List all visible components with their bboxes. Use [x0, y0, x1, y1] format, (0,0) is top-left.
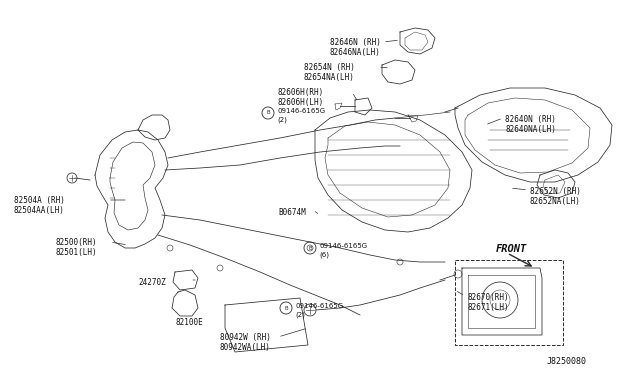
Text: 82652NA(LH): 82652NA(LH): [530, 197, 581, 206]
Text: B: B: [266, 110, 270, 115]
Text: B0674M: B0674M: [278, 208, 306, 217]
Text: 82646N (RH): 82646N (RH): [330, 38, 381, 47]
Text: 82654N (RH): 82654N (RH): [304, 63, 355, 72]
Text: 80942WA(LH): 80942WA(LH): [220, 343, 271, 352]
Text: (6): (6): [319, 252, 329, 258]
Text: 82504A (RH): 82504A (RH): [14, 196, 65, 205]
Text: 82654NA(LH): 82654NA(LH): [304, 73, 355, 82]
Text: 82504AA(LH): 82504AA(LH): [14, 206, 65, 215]
Text: 82640NA(LH): 82640NA(LH): [505, 125, 556, 134]
Text: FRONT: FRONT: [496, 244, 527, 254]
Bar: [455, 260, 563, 345]
Text: (2): (2): [277, 117, 287, 123]
Text: 09146-6165G: 09146-6165G: [295, 303, 343, 309]
Text: 82100E: 82100E: [176, 318, 204, 327]
Text: 82606H(LH): 82606H(LH): [278, 98, 324, 107]
Text: B: B: [308, 246, 312, 250]
Text: 82606H(RH): 82606H(RH): [278, 88, 324, 97]
Text: 82501(LH): 82501(LH): [55, 248, 97, 257]
Text: 09146-6165G: 09146-6165G: [319, 243, 367, 249]
Text: J8250080: J8250080: [547, 357, 587, 366]
Text: 24270Z: 24270Z: [138, 278, 166, 287]
Text: 82652N (RH): 82652N (RH): [530, 187, 581, 196]
Text: 82646NA(LH): 82646NA(LH): [330, 48, 381, 57]
Text: (2): (2): [295, 312, 305, 318]
Text: 09146-6165G: 09146-6165G: [277, 108, 325, 114]
Text: 82670(RH): 82670(RH): [467, 293, 509, 302]
Text: 82500(RH): 82500(RH): [55, 238, 97, 247]
Text: 82671(LH): 82671(LH): [467, 303, 509, 312]
Text: 80942W (RH): 80942W (RH): [220, 333, 271, 342]
Text: 82640N (RH): 82640N (RH): [505, 115, 556, 124]
Text: B: B: [284, 305, 288, 311]
